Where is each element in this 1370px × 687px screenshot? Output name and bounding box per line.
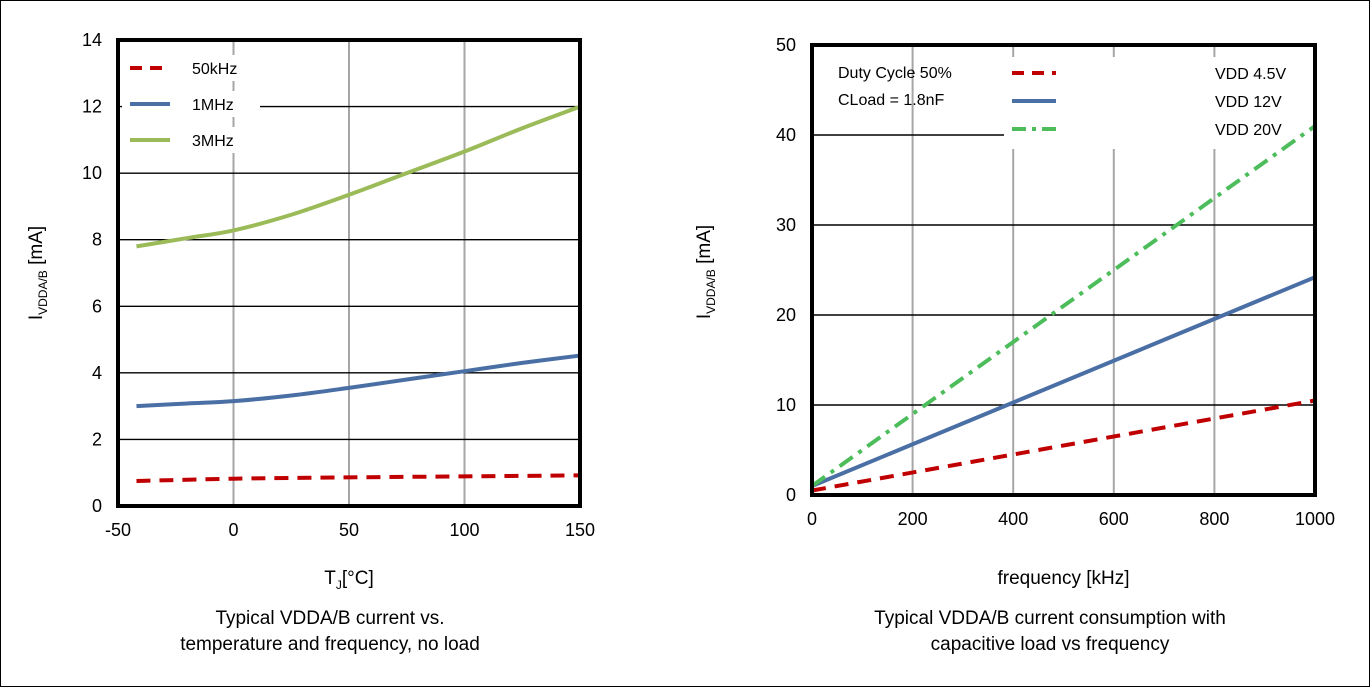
series-line-3mhz: [136, 104, 581, 249]
annotation-text: Duty Cycle 50%: [838, 65, 952, 82]
annotation-text: CLoad = 1.8nF: [838, 92, 945, 109]
series-line-1mhz: [136, 353, 581, 409]
y-axis-label: IVDDA/B [mA]: [26, 226, 50, 320]
y-tick-label: 40: [776, 125, 796, 145]
y-tick-label: 20: [776, 305, 796, 325]
y-tick-label: 0: [92, 496, 102, 516]
y-tick-label: 12: [82, 97, 102, 117]
plot-area-border: [116, 38, 582, 508]
y-tick-label: 10: [82, 163, 102, 183]
caption-right-line-1: Typical VDDA/B current consumption with: [874, 608, 1226, 629]
caption-right: Typical VDDA/B current consumption with …: [770, 606, 1330, 658]
y-tick-label: 14: [82, 30, 102, 50]
y-tick-label: 30: [776, 215, 796, 235]
series-line-vdd-4-5v: [811, 398, 1316, 493]
legend-label: VDD 4.5V: [1215, 66, 1286, 83]
legend-entry-background: [122, 55, 260, 81]
x-axis-label-subscript: J: [336, 578, 342, 592]
caption-left-line-1: Typical VDDA/B current vs.: [215, 608, 445, 629]
x-axis-label: frequency [kHz]: [998, 568, 1130, 589]
caption-left: Typical VDDA/B current vs. temperature a…: [60, 606, 600, 658]
caption-right-line-2: capacitive load vs frequency: [930, 634, 1170, 655]
caption-left-line-2: temperature and frequency, no load: [180, 634, 480, 655]
x-tick-label: 100: [449, 520, 479, 540]
x-tick-label: 800: [1199, 509, 1229, 529]
y-tick-label: 0: [786, 485, 796, 505]
x-tick-label: -50: [105, 520, 131, 540]
y-axis-label-unit: [mA]: [26, 226, 47, 270]
y-tick-label: 2: [92, 429, 102, 449]
x-tick-label: 150: [565, 520, 595, 540]
series-line-50khz: [136, 473, 581, 484]
series-line-vdd-12v: [811, 275, 1316, 488]
y-axis-label-main: I: [694, 314, 715, 319]
x-tick-label: 50: [339, 520, 359, 540]
y-tick-label: 6: [92, 296, 102, 316]
chart-temperature: -50 0 50 100 1500246810121450kHz1MHz3MHzIVDD…: [26, 30, 595, 592]
y-axis-label-unit: [mA]: [694, 225, 715, 269]
x-tick-label: 600: [1099, 509, 1129, 529]
y-axis-label-subscript: VDDA/B: [704, 269, 718, 314]
y-tick-label: 8: [92, 230, 102, 250]
y-axis-label-subscript: VDDA/B: [36, 270, 50, 315]
y-tick-label: 4: [92, 363, 102, 383]
series-line-vdd-20v: [810, 124, 1317, 488]
legend-label: VDD 20V: [1215, 122, 1282, 139]
legend-label: 50kHz: [192, 61, 237, 78]
legend-label: 3MHz: [192, 133, 234, 150]
x-tick-label: 400: [998, 509, 1028, 529]
y-axis-label: IVDDA/B [mA]: [694, 225, 718, 319]
y-axis-label-main: I: [26, 315, 47, 320]
y-tick-label: 10: [776, 395, 796, 415]
legend-label: VDD 12V: [1215, 94, 1282, 111]
plot-area-border: [810, 43, 1317, 497]
x-axis-label: TJ[°C]: [324, 568, 374, 592]
x-tick-label: 200: [898, 509, 928, 529]
legend-label: 1MHz: [192, 97, 234, 114]
x-axis-label-unit: [°C]: [342, 568, 374, 589]
x-tick-label: 0: [228, 520, 238, 540]
y-tick-label: 50: [776, 35, 796, 55]
x-tick-label: 0: [807, 509, 817, 529]
chart-frequency: 0 200 400 600 800 1000 0 10 20 30 40 50 VDD 4.5V VDD …: [694, 35, 1335, 589]
x-axis-label-main: T: [324, 568, 336, 589]
x-tick-label: 1000: [1295, 509, 1335, 529]
